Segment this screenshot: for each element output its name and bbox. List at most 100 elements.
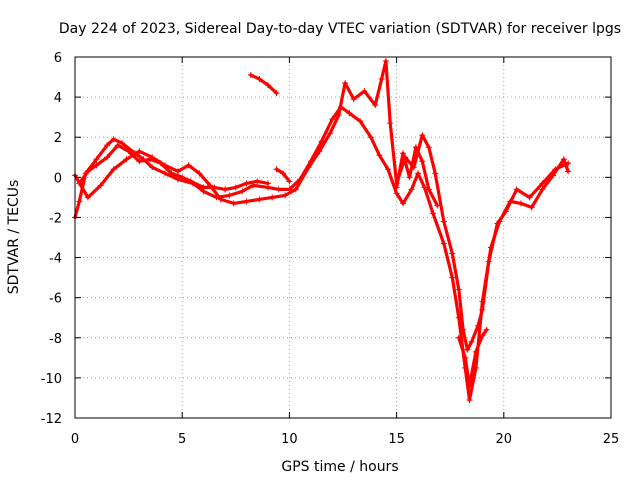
data-point-marker <box>449 274 456 281</box>
data-point-marker <box>565 168 572 175</box>
data-point-marker <box>419 158 426 165</box>
data-point-marker <box>104 154 111 161</box>
data-point-marker <box>97 182 104 189</box>
data-point-marker <box>217 196 224 203</box>
y-tick-label: -6 <box>49 292 62 307</box>
series-line-trace-7 <box>457 328 489 388</box>
y-tick-label: 2 <box>54 131 62 146</box>
data-point-marker <box>84 194 91 201</box>
data-point-marker <box>269 194 276 201</box>
data-point-marker <box>104 142 111 149</box>
y-tick-label: -10 <box>41 372 62 387</box>
series-line-trace-3 <box>249 73 279 95</box>
data-series <box>72 58 572 403</box>
data-point-marker <box>440 240 447 247</box>
data-point-marker <box>376 152 383 159</box>
data-point-marker <box>232 184 239 191</box>
data-point-marker <box>76 180 83 187</box>
data-point-marker <box>472 348 479 355</box>
data-point-marker <box>136 148 143 155</box>
data-point-marker <box>406 174 413 181</box>
data-point-marker <box>560 156 567 163</box>
data-point-marker <box>243 180 250 187</box>
y-tick-label: -12 <box>41 412 62 427</box>
data-point-marker <box>382 58 389 65</box>
data-point-marker <box>462 354 469 361</box>
data-point-marker <box>387 120 394 127</box>
data-point-marker <box>372 102 379 109</box>
data-point-marker <box>513 186 520 193</box>
data-point-marker <box>367 134 374 141</box>
data-point-marker <box>350 96 357 103</box>
data-point-marker <box>187 178 194 185</box>
data-point-marker <box>114 142 121 149</box>
data-point-marker <box>136 158 143 165</box>
data-point-marker <box>460 326 467 333</box>
data-point-marker <box>119 140 126 147</box>
data-point-marker <box>256 76 263 83</box>
data-point-marker <box>565 160 572 167</box>
data-point-marker <box>400 150 407 157</box>
data-point-marker <box>196 170 203 177</box>
data-point-marker <box>200 184 207 191</box>
data-point-marker <box>230 200 237 207</box>
tick-labels: 0 5 10 15 20 25 -12 -10 -8 -6 -4 -2 0 2 4 6 <box>41 51 620 447</box>
data-point-marker <box>479 306 486 313</box>
data-point-marker <box>273 90 280 97</box>
x-tick-label: 25 <box>603 432 620 447</box>
data-point-marker <box>393 184 400 191</box>
data-point-marker <box>425 186 432 193</box>
series-line-trace-2 <box>73 59 570 352</box>
data-point-marker <box>517 200 524 207</box>
data-point-marker <box>239 188 246 195</box>
data-point-marker <box>539 180 546 187</box>
data-point-marker <box>149 164 156 171</box>
data-point-marker <box>449 250 456 257</box>
data-point-marker <box>275 186 282 193</box>
data-point-marker <box>247 72 254 79</box>
data-point-marker <box>485 258 492 265</box>
data-point-marker <box>378 76 385 83</box>
data-point-marker <box>93 156 100 163</box>
data-point-marker <box>430 210 437 217</box>
data-point-marker <box>147 156 154 163</box>
grid-lines <box>75 57 611 418</box>
data-point-marker <box>342 80 349 87</box>
data-point-marker <box>483 326 490 333</box>
plot-frame <box>74 56 612 419</box>
axis-ticks <box>74 56 612 419</box>
data-point-marker <box>464 346 471 353</box>
data-point-marker <box>329 116 336 123</box>
data-point-marker <box>292 186 299 193</box>
data-point-marker <box>479 332 486 339</box>
y-tick-label: -4 <box>49 252 62 267</box>
data-point-marker <box>421 184 428 191</box>
data-point-marker <box>76 198 83 205</box>
data-point-marker <box>419 132 426 139</box>
data-point-marker <box>179 174 186 181</box>
data-point-marker <box>502 208 509 215</box>
data-point-marker <box>282 192 289 199</box>
data-point-marker <box>528 204 535 211</box>
data-point-marker <box>174 168 181 175</box>
data-point-marker <box>93 162 100 169</box>
data-point-marker <box>455 286 462 293</box>
data-point-marker <box>327 130 334 137</box>
y-tick-label: -8 <box>49 332 62 347</box>
data-point-marker <box>256 196 263 203</box>
data-point-marker <box>425 144 432 151</box>
data-point-marker <box>123 156 130 163</box>
data-point-marker <box>552 166 559 173</box>
data-point-marker <box>254 178 261 185</box>
y-tick-label: -2 <box>49 211 62 226</box>
data-point-marker <box>168 170 175 177</box>
y-axis-label: SDTVAR / TECUs <box>6 180 22 295</box>
data-point-marker <box>110 136 117 143</box>
series-line-trace-5 <box>77 143 270 191</box>
data-point-marker <box>468 338 475 345</box>
x-tick-label: 20 <box>496 432 513 447</box>
data-point-marker <box>400 200 407 207</box>
data-point-marker <box>455 334 462 341</box>
data-point-marker <box>222 186 229 193</box>
